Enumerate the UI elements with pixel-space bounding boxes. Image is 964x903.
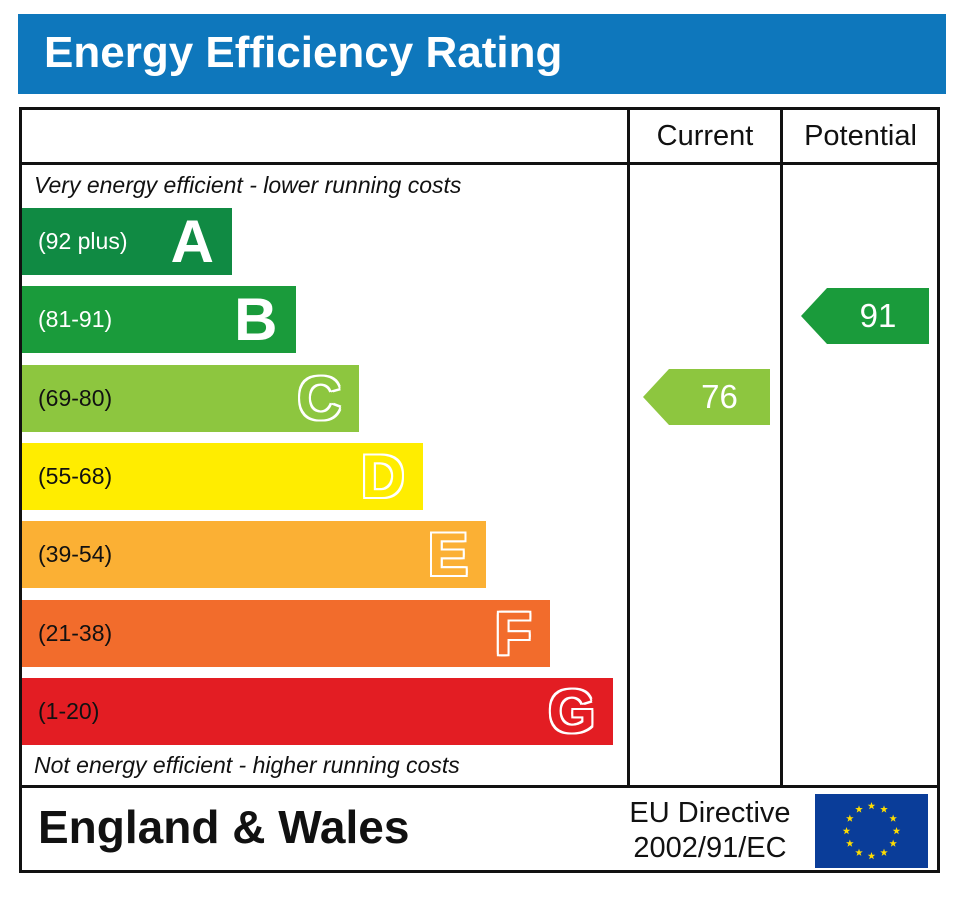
band-letter-label: B (234, 286, 278, 354)
chart-title: Energy Efficiency Rating (44, 28, 563, 77)
current-rating-arrow: 76 (643, 369, 770, 425)
band-a: (92 plus) A (22, 208, 232, 275)
band-c: (69-80) C (22, 364, 359, 432)
eu-directive: EU Directive 2002/91/EC (612, 796, 808, 866)
eu-star-icon (867, 802, 876, 810)
band-letter-label: A (170, 208, 214, 275)
current-column-header: Current (656, 120, 754, 152)
top-efficiency-note: Very energy efficient - lower running co… (34, 172, 462, 198)
title-bar: Energy Efficiency Rating (18, 14, 946, 94)
band-range-label: (69-80) (38, 384, 113, 411)
eu-star-icon (855, 848, 863, 856)
eu-star-icon (889, 814, 897, 822)
bottom-efficiency-note: Not energy efficient - higher running co… (34, 752, 460, 778)
potential-rating-value: 91 (859, 297, 897, 334)
directive-line-1: EU Directive (629, 797, 791, 829)
rating-frame (19, 107, 940, 873)
band-range-label: (81-91) (38, 306, 113, 333)
band-range-label: (21-38) (38, 619, 113, 646)
potential-rating-arrow: 91 (801, 288, 929, 344)
eu-star-icon (880, 848, 888, 856)
eu-star-icon (880, 805, 888, 813)
band-letter-label: G (548, 677, 595, 745)
band-e: (39-54) E (22, 521, 486, 589)
band-d: (55-68) D (22, 442, 423, 510)
current-column-divider (627, 107, 630, 787)
band-range-label: (92 plus) (38, 228, 128, 254)
region-label: England & Wales (38, 801, 410, 853)
eu-star-icon (846, 839, 854, 847)
band-range-label: (39-54) (38, 541, 113, 568)
eu-star-icon (892, 827, 901, 835)
eu-star-icon (867, 852, 876, 860)
potential-column-header: Potential (804, 120, 917, 152)
directive-line-2: 2002/91/EC (633, 832, 787, 864)
eu-star-icon (842, 827, 851, 835)
potential-column-divider (780, 107, 783, 787)
band-letter-label: F (494, 599, 532, 667)
band-range-label: (1-20) (38, 697, 100, 724)
band-range-label: (55-68) (38, 462, 113, 489)
band-letter-label: C (297, 364, 341, 432)
current-rating-value: 76 (701, 378, 738, 415)
band-letter-label: D (361, 442, 405, 510)
eu-star-icon (846, 814, 854, 822)
footer-divider (19, 785, 940, 788)
band-b: (81-91) B (22, 286, 296, 354)
band-g: (1-20) G (22, 677, 613, 745)
eu-flag-icon (815, 794, 928, 868)
band-f: (21-38) F (22, 599, 550, 667)
band-letter-label: E (427, 521, 468, 589)
header-divider (19, 162, 940, 165)
eu-star-icon (855, 805, 863, 813)
eu-star-icon (889, 839, 897, 847)
